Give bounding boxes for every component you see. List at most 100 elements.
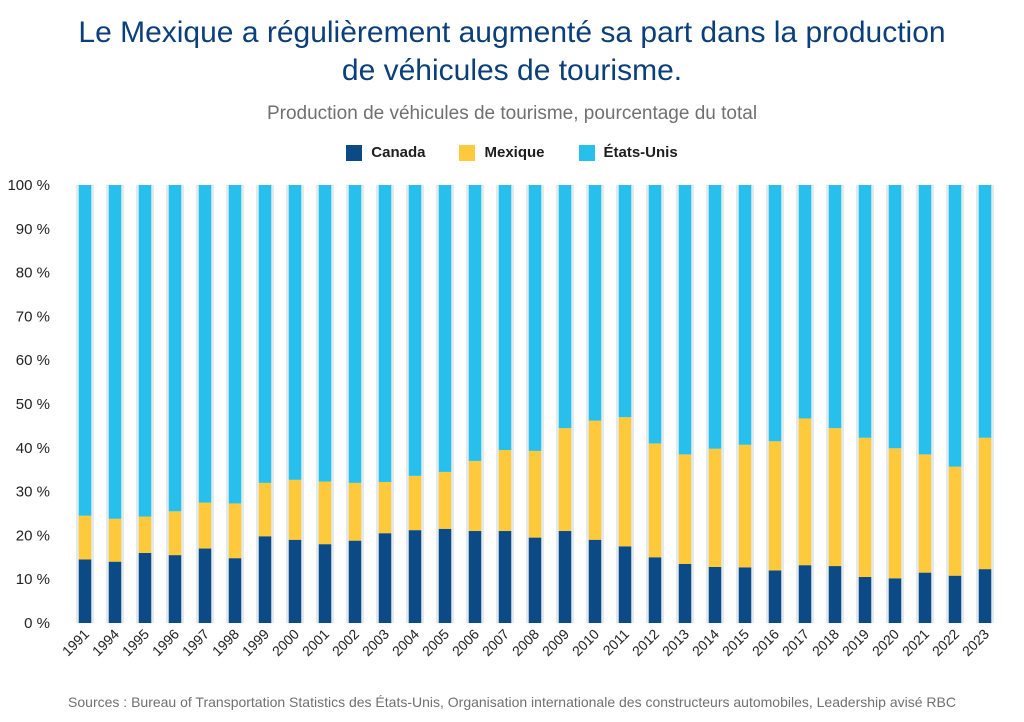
bar-canada	[558, 531, 572, 623]
x-tick-label: 2022	[929, 626, 962, 659]
bar-mexique	[588, 420, 602, 540]
bar-etats-unis	[438, 185, 452, 472]
bar-etats-unis	[558, 185, 572, 429]
bar-mexique	[858, 437, 872, 578]
y-tick-label: 30 %	[16, 484, 50, 501]
bar-canada	[138, 552, 152, 623]
bar-etats-unis	[528, 185, 542, 451]
bar-mexique	[168, 511, 182, 556]
bar-mexique	[738, 444, 752, 568]
y-tick-label: 50 %	[16, 396, 50, 413]
bar-etats-unis	[648, 185, 662, 444]
bar-canada	[348, 540, 362, 623]
bar-etats-unis	[348, 185, 362, 483]
bar-mexique	[708, 448, 722, 567]
x-tick-label: 2001	[299, 626, 332, 659]
x-tick-label: 2016	[749, 626, 782, 659]
bar-mexique	[138, 516, 152, 553]
y-tick-label: 80 %	[16, 265, 50, 282]
y-tick-label: 60 %	[16, 352, 50, 369]
x-tick-label: 2021	[899, 626, 932, 659]
x-tick-label: 2009	[539, 626, 572, 659]
bar-canada	[318, 544, 332, 623]
x-tick-label: 1998	[209, 626, 242, 659]
y-tick-label: 10 %	[16, 571, 50, 588]
legend-swatch-etats-unis	[578, 144, 595, 161]
chart-title-line-2: de véhicules de tourisme.	[341, 54, 683, 87]
bar-etats-unis	[318, 185, 332, 482]
bar-mexique	[258, 482, 272, 537]
bar-canada	[768, 570, 782, 623]
bar-canada	[198, 548, 212, 623]
bar-etats-unis	[138, 185, 152, 517]
x-tick-label: 1995	[119, 626, 152, 659]
x-tick-label: 2010	[569, 626, 602, 659]
bar-etats-unis	[828, 185, 842, 429]
bar-etats-unis	[948, 185, 962, 467]
bar-mexique	[648, 443, 662, 558]
x-tick-label: 1994	[89, 626, 122, 659]
bar-canada	[918, 572, 932, 623]
x-tick-label: 2006	[449, 626, 482, 659]
x-tick-label: 2023	[959, 626, 992, 659]
x-tick-label: 2000	[269, 626, 302, 659]
bar-mexique	[948, 466, 962, 576]
bar-canada	[168, 555, 182, 623]
bar-canada	[378, 533, 392, 623]
bar-mexique	[828, 428, 842, 567]
bar-canada	[978, 569, 992, 623]
bar-canada	[78, 559, 92, 623]
x-tick-label: 2019	[839, 626, 872, 659]
bar-canada	[258, 536, 272, 623]
bar-canada	[498, 531, 512, 623]
bar-mexique	[558, 428, 572, 532]
bar-etats-unis	[108, 185, 122, 519]
x-tick-label: 1996	[149, 626, 182, 659]
legend-item-etats-unis: États-Unis	[578, 144, 678, 161]
bar-canada	[438, 528, 452, 623]
bar-mexique	[408, 475, 422, 531]
bar-canada	[738, 567, 752, 623]
x-tick-label: 2008	[509, 626, 542, 659]
bar-canada	[648, 557, 662, 623]
bar-canada	[288, 539, 302, 623]
bar-etats-unis	[228, 185, 242, 504]
bar-mexique	[378, 481, 392, 534]
bar-mexique	[108, 518, 122, 562]
bar-etats-unis	[978, 185, 992, 438]
legend-label-canada: Canada	[371, 144, 426, 161]
chart-title: Le Mexique a régulièrement augmenté sa p…	[0, 14, 1024, 90]
bar-etats-unis	[288, 185, 302, 480]
bar-canada	[528, 537, 542, 623]
bar-canada	[468, 531, 482, 623]
x-tick-label: 2012	[629, 626, 662, 659]
source-note: Sources : Bureau of Transportation Stati…	[68, 694, 956, 710]
bar-canada	[588, 539, 602, 623]
bar-etats-unis	[918, 185, 932, 455]
bar-etats-unis	[258, 185, 272, 483]
bar-etats-unis	[198, 185, 212, 503]
bar-etats-unis	[168, 185, 182, 512]
bar-mexique	[438, 471, 452, 529]
bar-canada	[948, 575, 962, 623]
bar-etats-unis	[798, 185, 812, 419]
legend-item-canada: Canada	[346, 144, 425, 161]
chart-subtitle: Production de véhicules de tourisme, pou…	[266, 103, 758, 124]
bar-etats-unis	[498, 185, 512, 450]
bar-mexique	[918, 454, 932, 573]
bar-etats-unis	[78, 185, 92, 516]
bar-mexique	[528, 450, 542, 538]
legend-item-mexique: Mexique	[459, 144, 545, 161]
x-tick-label: 2015	[719, 626, 752, 659]
bar-etats-unis	[408, 185, 422, 476]
bar-canada	[408, 530, 422, 623]
bar-canada	[858, 577, 872, 623]
x-tick-label: 1991	[59, 626, 92, 659]
bar-mexique	[348, 482, 362, 541]
x-tick-label: 2011	[600, 626, 633, 659]
legend-swatch-canada	[346, 144, 363, 161]
y-tick-label: 70 %	[16, 308, 50, 325]
x-tick-label: 2020	[869, 626, 902, 659]
y-tick-label: 20 %	[16, 527, 50, 544]
